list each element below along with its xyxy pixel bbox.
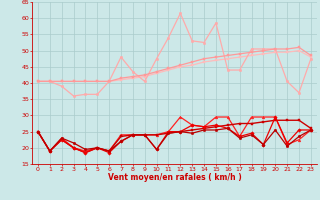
X-axis label: Vent moyen/en rafales ( km/h ): Vent moyen/en rafales ( km/h ): [108, 173, 241, 182]
